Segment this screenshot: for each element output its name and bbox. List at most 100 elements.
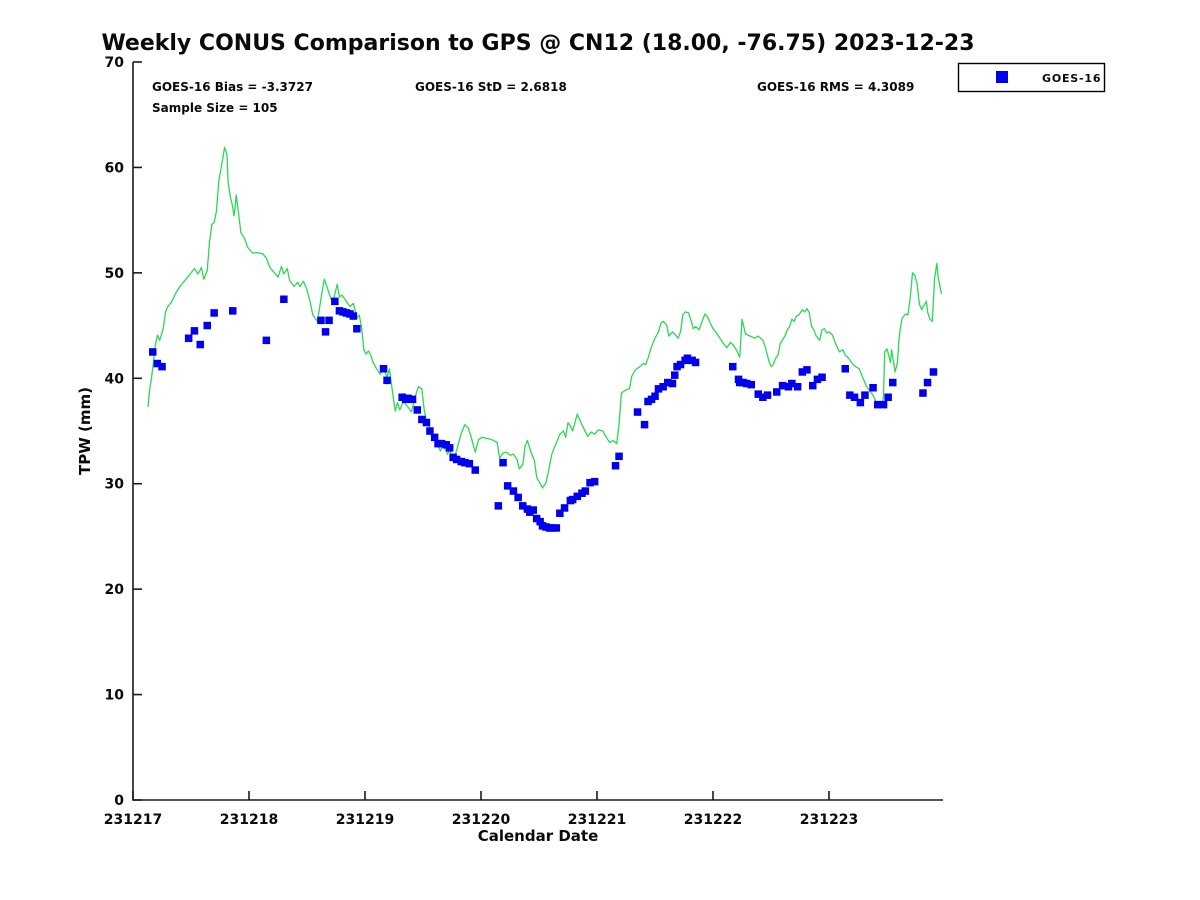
goes16-marker-point bbox=[461, 458, 469, 467]
goes16-marker-point bbox=[514, 493, 522, 502]
goes16-marker-point bbox=[529, 506, 537, 514]
goes16-marker-point bbox=[280, 295, 288, 303]
goes16-marker-point bbox=[884, 393, 892, 401]
goes16-marker-point bbox=[383, 376, 391, 385]
goes16-marker-point bbox=[803, 366, 811, 374]
axes: 0 10 20 30 40 50 60 70 231217 231218 231219 231220 2… bbox=[104, 55, 943, 828]
goes16-marker-point bbox=[408, 395, 417, 404]
goes16-marker-point bbox=[331, 297, 339, 306]
y-tick-label: 40 bbox=[105, 371, 125, 387]
goes16-marker-point bbox=[509, 487, 518, 495]
goes16-marker-point bbox=[671, 371, 679, 379]
stat-sample-size: Sample Size = 105 bbox=[152, 101, 278, 115]
goes16-marker-point bbox=[856, 398, 865, 407]
goes16-marker-point bbox=[262, 336, 271, 345]
goes16-marker-point bbox=[349, 312, 358, 320]
goes16-marker-point bbox=[659, 383, 667, 391]
goes16-marker-point bbox=[788, 379, 796, 388]
goes16-marker-point bbox=[798, 368, 807, 376]
y-tick-label: 0 bbox=[114, 793, 124, 809]
goes16-marker-point bbox=[210, 309, 218, 317]
goes16-marker-point bbox=[203, 321, 211, 330]
x-tick-label: 231221 bbox=[568, 812, 626, 828]
goes16-marker-point bbox=[747, 380, 755, 389]
goes16-marker-point bbox=[353, 325, 361, 333]
goes16-marker-point bbox=[321, 328, 330, 336]
goes16-marker-point bbox=[889, 378, 897, 387]
data-series bbox=[147, 146, 943, 532]
goes16-marker-point bbox=[813, 375, 822, 384]
goes16-marker-point bbox=[611, 462, 620, 470]
goes16-marker-point bbox=[190, 327, 199, 335]
goes16-marker-point bbox=[568, 495, 577, 504]
goes16-marker-point bbox=[519, 502, 527, 510]
x-tick-label: 231223 bbox=[800, 812, 858, 828]
legend-marker-square-icon bbox=[996, 71, 1008, 83]
goes16-marker-point bbox=[581, 487, 590, 495]
goes16-marker-point bbox=[413, 406, 421, 414]
goes16-marker-point bbox=[184, 334, 193, 342]
legend-box bbox=[957, 62, 1106, 93]
goes16-marker-point bbox=[773, 388, 781, 396]
goes16-marker-point bbox=[552, 524, 561, 532]
goes16-marker-point bbox=[556, 509, 564, 517]
goes16-marker-point bbox=[548, 524, 556, 532]
goes16-marker-point bbox=[869, 384, 877, 392]
goes16-marker-point bbox=[818, 373, 826, 381]
goes16-marker-point bbox=[196, 340, 204, 349]
y-tick-label: 70 bbox=[105, 55, 125, 71]
goes16-marker-point bbox=[586, 478, 594, 487]
goes16-marker-point bbox=[923, 378, 932, 387]
chart-title: Weekly CONUS Comparison to GPS @ CN12 (1… bbox=[101, 31, 974, 56]
goes16-marker-point bbox=[729, 362, 737, 371]
goes16-marker-point bbox=[846, 391, 854, 399]
goes16-marker-point bbox=[437, 439, 446, 448]
goes16-marker-point bbox=[809, 381, 817, 390]
goes16-marker-point bbox=[633, 408, 642, 416]
goes16-marker-point bbox=[651, 392, 659, 400]
goes16-marker-point bbox=[445, 444, 454, 452]
stat-std: GOES-16 StD = 2.6818 bbox=[415, 80, 567, 94]
goes16-marker-point bbox=[465, 459, 474, 468]
y-tick-label: 20 bbox=[105, 582, 125, 598]
stat-bias: GOES-16 Bias = -3.3727 bbox=[152, 80, 313, 94]
goes16-marker-point bbox=[494, 502, 503, 510]
goes16-marker-point bbox=[654, 385, 663, 393]
goes16-marker-point bbox=[668, 379, 677, 388]
goes16-marker-point bbox=[742, 379, 751, 388]
goes16-marker-point bbox=[763, 391, 772, 399]
goes16-marker-point bbox=[640, 420, 649, 429]
goes16-marker-point bbox=[149, 348, 157, 356]
goes16-marker-point bbox=[471, 466, 479, 474]
goes16-marker-point bbox=[426, 427, 434, 435]
goes16-marker-point bbox=[499, 458, 507, 467]
x-tick-label: 231220 bbox=[452, 812, 511, 828]
goes16-marker-point bbox=[919, 389, 927, 397]
goes16-marker-point bbox=[317, 316, 325, 325]
goes16-marker-point bbox=[861, 391, 869, 399]
goes16-marker-point bbox=[590, 477, 599, 486]
axis-lines bbox=[132, 62, 943, 801]
goes16-marker-point bbox=[503, 482, 512, 490]
y-tick-label: 30 bbox=[105, 477, 125, 493]
goes16-marker-point bbox=[929, 368, 938, 376]
goes16-marker-point bbox=[683, 354, 692, 362]
goes16-marker-point bbox=[664, 378, 672, 387]
legend: GOES-16 bbox=[957, 62, 1106, 93]
goes16-marker-point bbox=[754, 390, 762, 398]
x-tick-label: 231222 bbox=[684, 812, 742, 828]
goes16-marker-point bbox=[229, 307, 237, 315]
goes16-marker-point bbox=[793, 383, 802, 391]
goes16-marker-point bbox=[841, 365, 849, 373]
goes16-marker-point bbox=[691, 358, 700, 367]
goes16-markers bbox=[149, 295, 938, 532]
goes16-marker-point bbox=[573, 492, 581, 501]
goes16-marker-point bbox=[778, 381, 787, 390]
goes16-marker-point bbox=[430, 433, 439, 442]
goes16-marker-point bbox=[404, 394, 412, 403]
y-axis-label: TPW (mm) bbox=[76, 387, 94, 475]
goes16-marker-point bbox=[422, 418, 431, 427]
goes16-marker-point bbox=[615, 452, 623, 461]
goes16-marker-point bbox=[418, 415, 426, 424]
